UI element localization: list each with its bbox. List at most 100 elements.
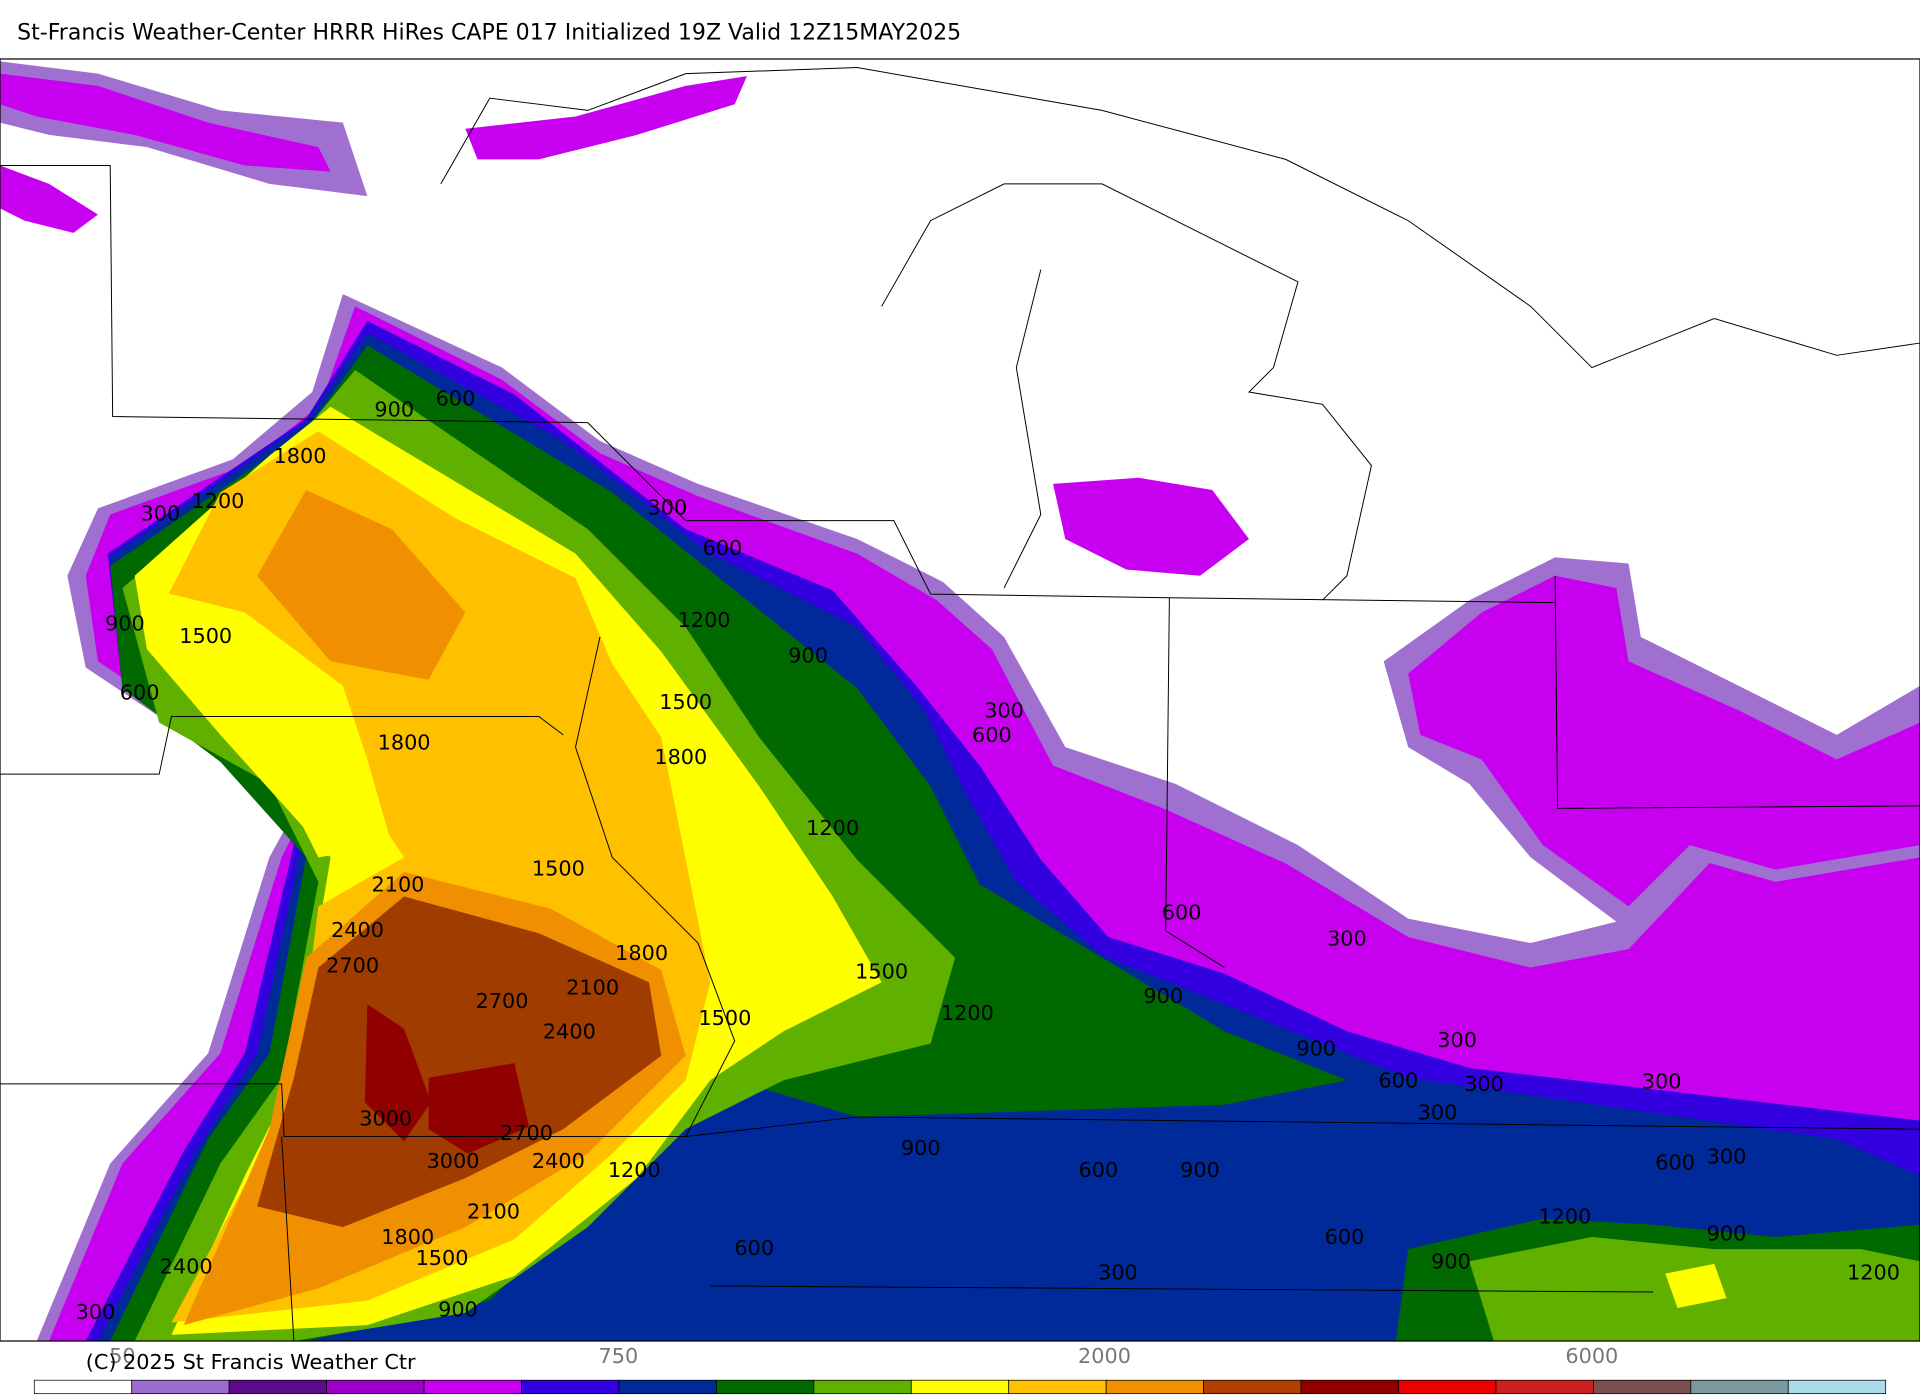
cape-fields: [0, 61, 1920, 1342]
contour-label: 1800: [654, 745, 707, 769]
colorbar-swatch: [228, 1379, 327, 1395]
contour-label: 1500: [416, 1246, 469, 1270]
colorbar-swatch: [1787, 1379, 1887, 1395]
border-line: [587, 422, 1556, 604]
contour-label: 2400: [331, 918, 384, 942]
contour-label: 600: [120, 680, 160, 704]
contour-label: 1200: [608, 1158, 661, 1182]
contour-label: 300: [1464, 1072, 1504, 1096]
title: St-Francis Weather-Center HRRR HiRes CAP…: [17, 20, 961, 45]
colorbar-swatch: [423, 1379, 522, 1395]
field-se-yellow: [1665, 1263, 1727, 1308]
contour-label: 300: [1642, 1070, 1682, 1094]
contour-label: 2400: [543, 1019, 596, 1043]
contour-label: 1200: [678, 608, 731, 632]
field-orange-north: [257, 490, 466, 680]
colorbar-swatch: [1008, 1379, 1107, 1395]
contour-label: 1200: [191, 489, 244, 513]
contour-label: 900: [901, 1136, 941, 1160]
border-line: [0, 716, 564, 775]
field-nw-blob: [0, 165, 98, 233]
border-line: [575, 636, 736, 1137]
contour-label: 600: [703, 536, 743, 560]
field-ne-magenta: [1408, 575, 1920, 907]
contour-label: 900: [374, 397, 414, 421]
contour-label: 1500: [179, 624, 232, 648]
border-line: [1003, 269, 1042, 589]
contour-label: 2400: [160, 1255, 213, 1279]
field-yellow-inner: [146, 587, 392, 858]
contour-label: 3000: [359, 1106, 412, 1130]
field-mi-patch: [1053, 477, 1249, 576]
contour-label: 600: [1079, 1158, 1119, 1182]
contour-label: 3000: [427, 1149, 480, 1173]
contour-label: 900: [1296, 1037, 1336, 1061]
contour-label: 900: [1180, 1158, 1220, 1182]
contour-label: 900: [788, 644, 828, 668]
contour-label: 1200: [1538, 1204, 1591, 1228]
contour-label: 300: [984, 699, 1024, 723]
colorbar-swatch: [33, 1379, 133, 1395]
border-line: [0, 165, 588, 424]
colorbar-swatch: [716, 1379, 815, 1395]
colorbar-tick-label: 50: [109, 1344, 135, 1368]
contour-label: 300: [1098, 1261, 1138, 1285]
borders: [0, 67, 1920, 1342]
colorbar-swatch: [910, 1379, 1010, 1395]
contour-label: 600: [1379, 1068, 1419, 1092]
contour-label: 1500: [698, 1006, 751, 1030]
colorbar-swatch: [1300, 1379, 1399, 1395]
colorbar-swatch: [813, 1379, 912, 1395]
colorbar-swatch: [1105, 1379, 1204, 1395]
contour-label: 600: [734, 1236, 774, 1260]
contour-label: 300: [1437, 1028, 1477, 1052]
border-line: [1165, 597, 1225, 968]
contour-label: 900: [1431, 1250, 1471, 1274]
contour-label: 600: [1655, 1150, 1695, 1174]
field-darkred-2: [428, 1063, 529, 1154]
field-darkred: [364, 1004, 432, 1142]
colorbar-swatch: [521, 1379, 620, 1395]
border-line: [1554, 575, 1920, 809]
contour-label: 1800: [378, 730, 431, 754]
colorbar-tick-label: 2000: [1078, 1344, 1131, 1368]
contour-label: 300: [141, 501, 181, 525]
border-line: [281, 1136, 295, 1342]
contour-label: 300: [1707, 1144, 1747, 1168]
contour-label: 900: [1143, 984, 1183, 1008]
contour-label: 1500: [532, 857, 585, 881]
border-line: [710, 1285, 1654, 1293]
contour-label: 1800: [274, 444, 327, 468]
contour-label: 2700: [476, 989, 529, 1013]
contour-label: 300: [1327, 926, 1367, 950]
contour-label: 2700: [326, 953, 379, 977]
colorbar-swatch: [1398, 1379, 1497, 1395]
colorbar-swatch: [1495, 1379, 1594, 1395]
contour-label: 1200: [806, 816, 859, 840]
contour-label: 600: [972, 723, 1012, 747]
border-line: [440, 67, 1920, 369]
copyright: (C) 2025 St Francis Weather Ctr: [86, 1350, 416, 1374]
contour-label: 300: [76, 1300, 116, 1324]
contour-label: 600: [1162, 901, 1202, 925]
colorbar-swatch: [1203, 1379, 1302, 1395]
contour-label: 1200: [941, 1001, 994, 1025]
field-nw-streak-inner: [0, 73, 331, 172]
map-frame: [0, 58, 1920, 1342]
contour-label: 900: [105, 612, 145, 636]
colorbar-swatch: [1690, 1379, 1789, 1395]
contour-label: 300: [1418, 1100, 1458, 1124]
colorbar-swatch: [131, 1379, 230, 1395]
contour-label: 2100: [467, 1199, 520, 1223]
contour-label: 1800: [381, 1225, 434, 1249]
contour-label: 2400: [532, 1149, 585, 1173]
contour-label: 1200: [1847, 1261, 1900, 1285]
colorbar-tick-label: 6000: [1565, 1344, 1618, 1368]
contour-label: 1800: [615, 941, 668, 965]
border-line: [0, 1083, 1920, 1138]
contour-label: 1500: [855, 959, 908, 983]
field-n-streak: [465, 76, 747, 160]
